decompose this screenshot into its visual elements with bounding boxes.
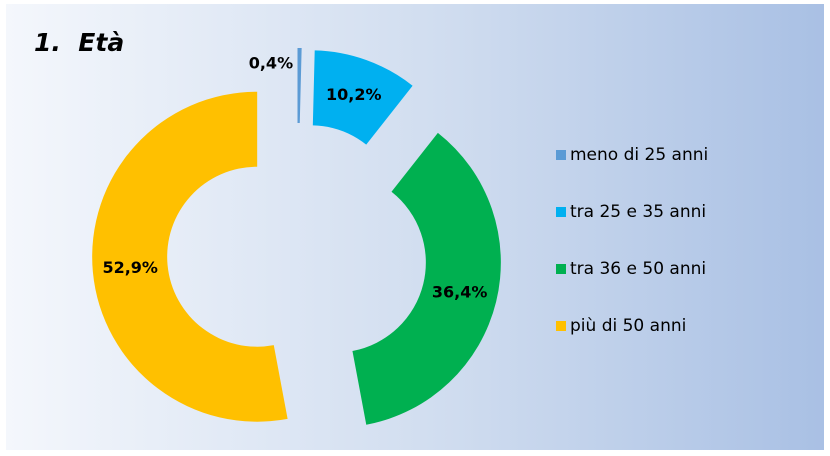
legend-swatch bbox=[556, 207, 566, 217]
legend-label: meno di 25 anni bbox=[570, 145, 708, 165]
pie-slice bbox=[352, 132, 501, 425]
legend-swatch bbox=[556, 150, 566, 160]
pie-slice bbox=[312, 50, 413, 145]
legend-label: più di 50 anni bbox=[570, 316, 686, 336]
legend-label: tra 36 e 50 anni bbox=[570, 259, 706, 279]
pie-slice bbox=[92, 91, 288, 422]
data-label: 10,2% bbox=[326, 85, 382, 104]
data-label: 0,4% bbox=[249, 54, 293, 73]
data-label: 36,4% bbox=[432, 282, 488, 301]
legend-swatch bbox=[556, 264, 566, 274]
legend-label: tra 25 e 35 anni bbox=[570, 202, 706, 222]
data-label: 52,9% bbox=[102, 258, 158, 277]
chart-title: 1. Età bbox=[34, 28, 124, 57]
legend-swatch bbox=[556, 321, 566, 331]
pie-slice bbox=[297, 48, 302, 124]
